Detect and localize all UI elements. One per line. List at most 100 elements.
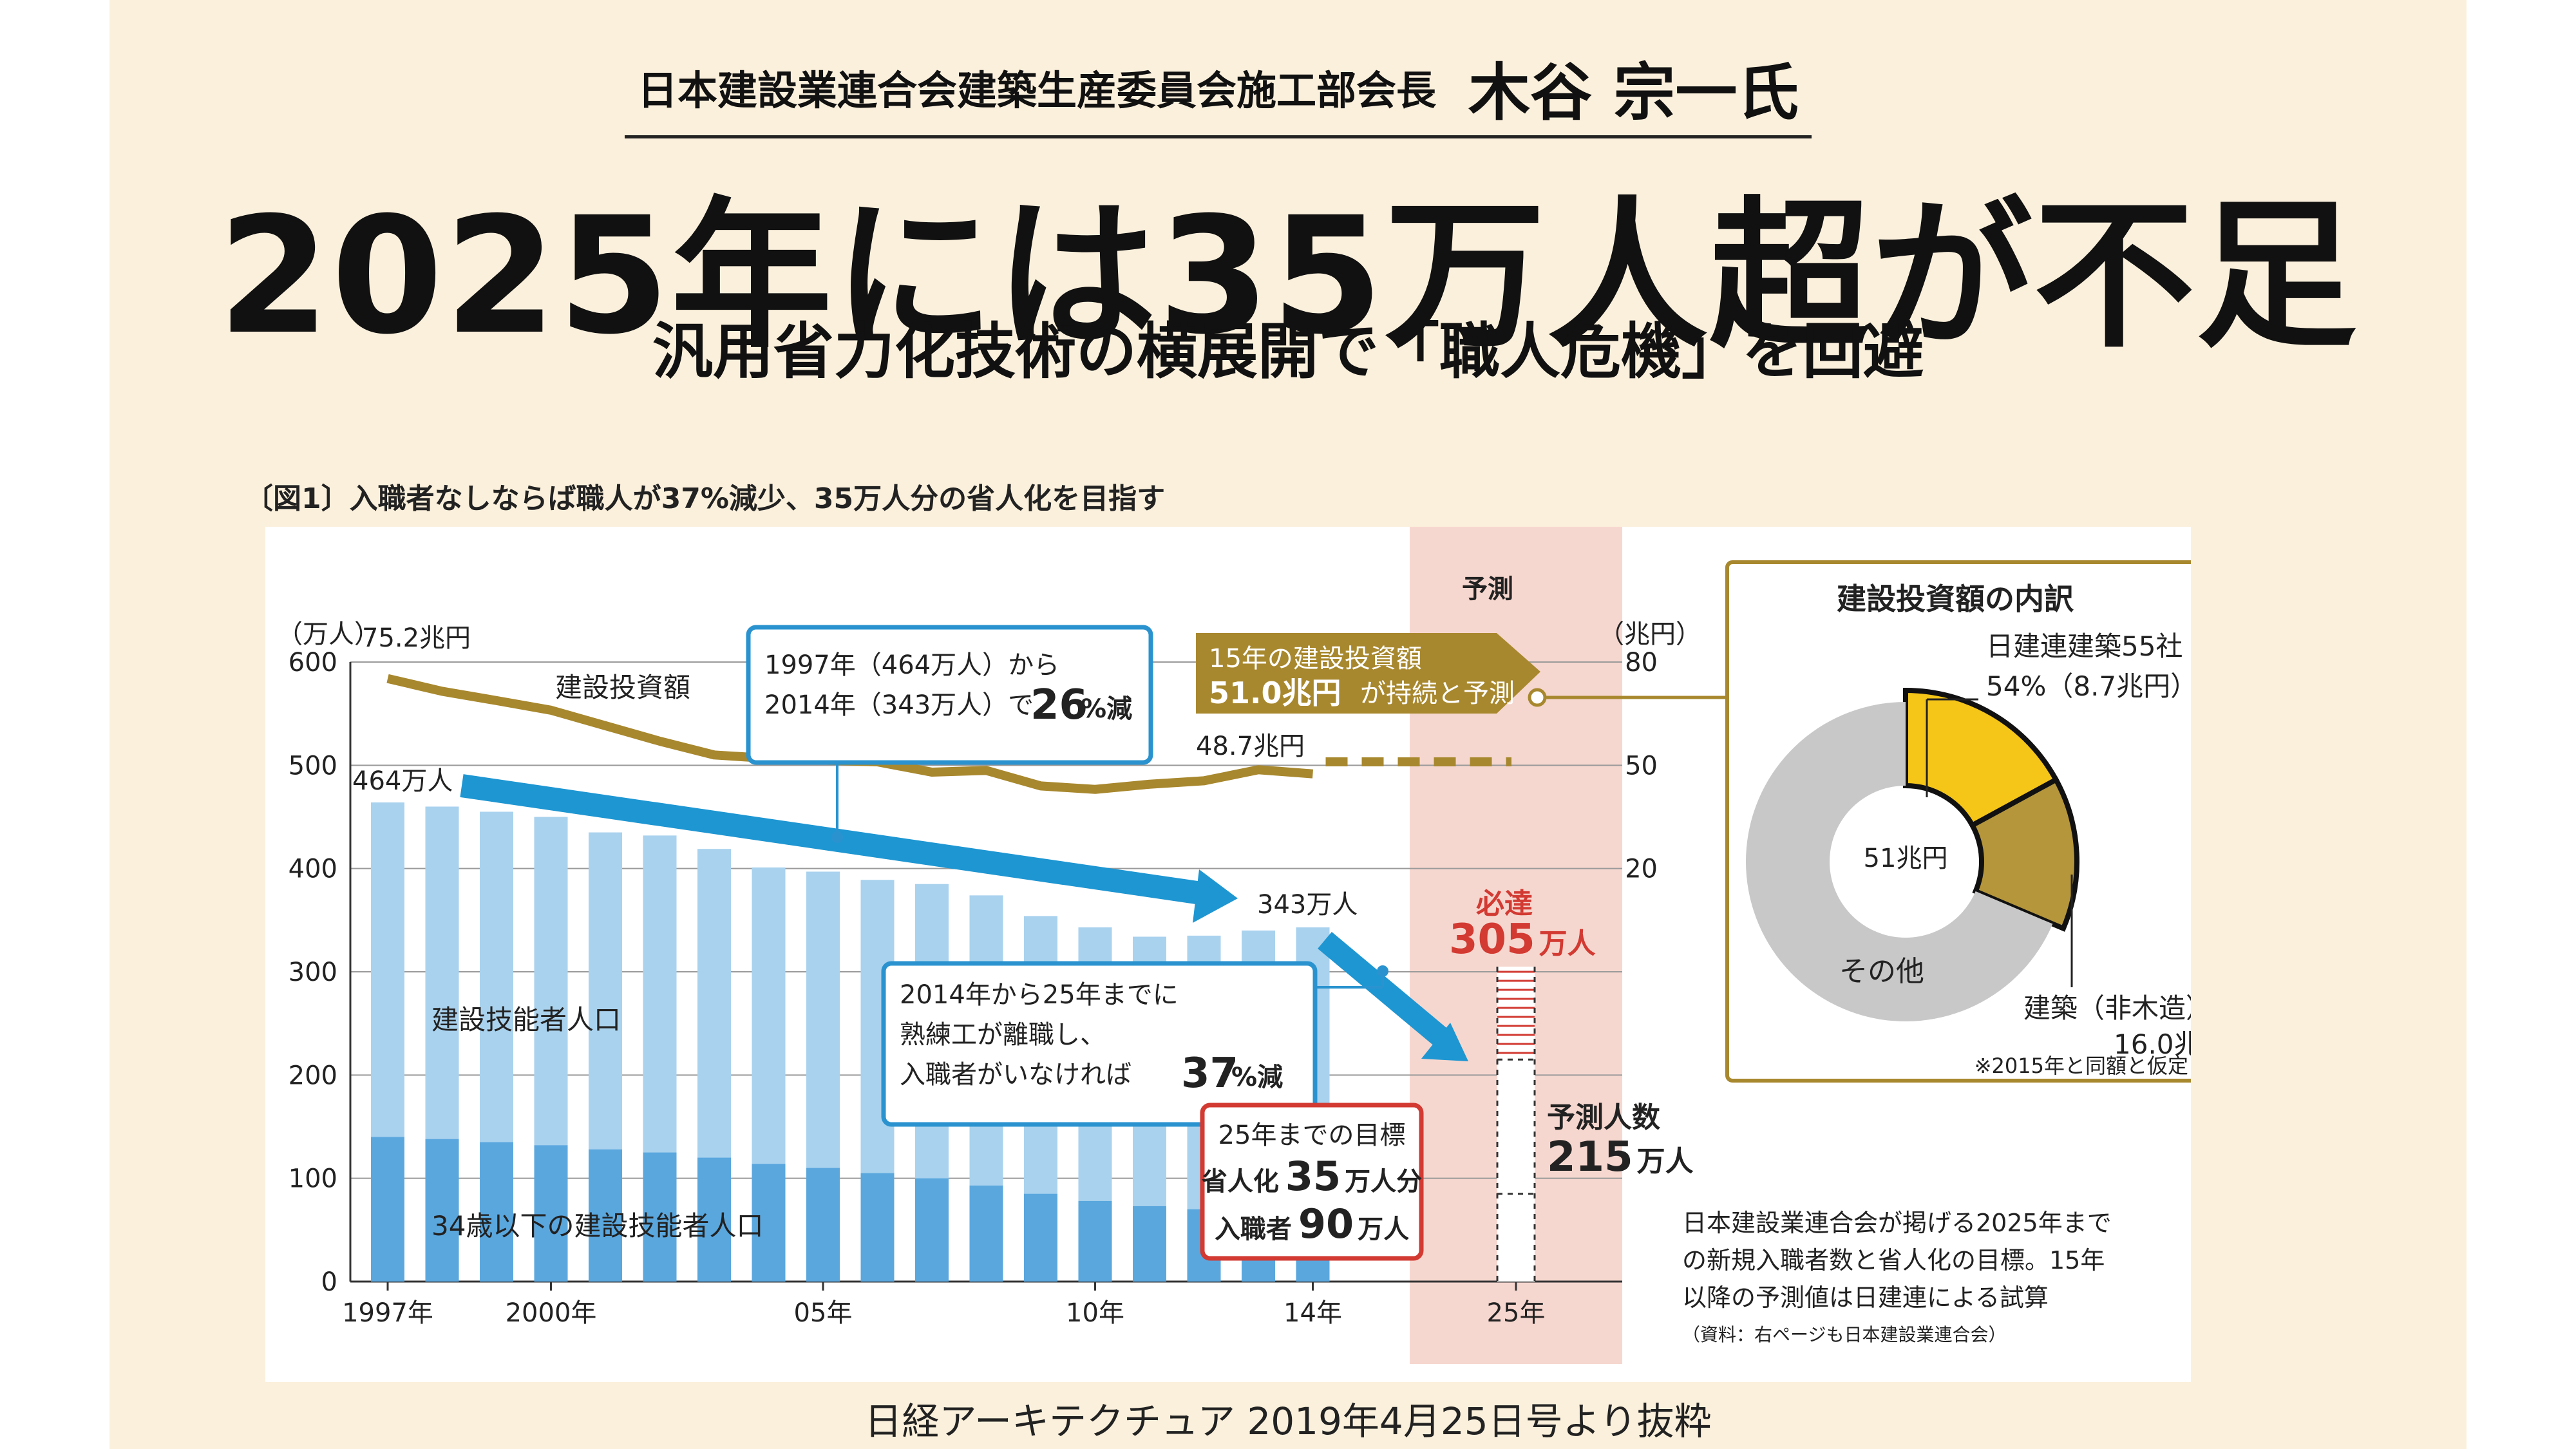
gold-box-suffix: が持続と予測 (1360, 679, 1515, 708)
bar-young-workers (752, 1164, 786, 1282)
donut-slice (1969, 776, 2079, 932)
bar-young-workers (860, 1173, 895, 1282)
bar-young-workers (425, 1139, 459, 1282)
donut-slice (1746, 702, 2053, 1021)
pie-slice-label-nonwood: 建築（非木造） (2023, 992, 2191, 1024)
callout2-percent: 37 (1181, 1050, 1238, 1097)
investment-2013-label: 48.7兆円 (1196, 732, 1305, 761)
callout1-line1: 1997年（464万人）から (764, 650, 1059, 680)
speaker-line: 日本建設業連合会建築生産委員会施工部会長 木谷 宗一氏 (625, 39, 1812, 138)
left-tick-label: 200 (289, 1061, 337, 1090)
x-tick-label: 1997年 (342, 1298, 433, 1328)
note-line3: 以降の予測値は日建連による試算 (1682, 1283, 2049, 1312)
target-row2: 入職者 90 万人 (1215, 1200, 1409, 1247)
callout2-line3: 入職者がいなければ (900, 1060, 1132, 1090)
decline-arrow-2014-2025-head (1421, 1023, 1468, 1061)
left-tick-label: 0 (321, 1267, 337, 1297)
subheadline: 汎用省力化技術の横展開で「職人危機」を回避 (652, 317, 1924, 387)
x-tick-label: 2000年 (506, 1298, 597, 1328)
gold-box-line1: 15年の建設投資額 (1209, 644, 1422, 674)
note-source: （資料：右ページも日本建設業連合会） (1682, 1324, 2007, 1345)
pie-footnote: ※2015年と同額と仮定 (1975, 1054, 2188, 1078)
figure-note: 日本建設業連合会が掲げる2025年まで の新規入職者数と省人化の目標。15年 以… (1682, 1204, 2197, 1354)
right-tick-label: 50 (1625, 751, 1658, 781)
callout1-percent: 26 (1030, 681, 1088, 729)
right-tick-label: 80 (1625, 648, 1658, 677)
callout1-box (746, 625, 1153, 765)
total-workers-series-label: 建設技能者人口 (431, 1004, 621, 1036)
connector-dot (1528, 688, 1547, 707)
forecast-value: 215 万人 (1547, 1133, 1694, 1181)
x-tick-label: 25年 (1487, 1298, 1546, 1328)
donut-slice (1903, 687, 2060, 829)
bar-young-workers (589, 1149, 622, 1282)
bar-young-workers (806, 1168, 840, 1282)
callout1-suffix: %減 (1081, 694, 1132, 724)
pie-title: 建設投資額の内訳 (1837, 582, 2074, 616)
bar-young-workers (1133, 1206, 1166, 1282)
chart-panel: 予測 （万人） （兆円） 600 500 400 300 200 100 0 80 50 20 … (265, 527, 2228, 1382)
left-tick-label: 600 (289, 648, 337, 677)
bar-young-workers (371, 1137, 404, 1282)
figure-title: 〔図1〕入職者なしならば職人が37%減少、35万人分の省人化を目指す (245, 482, 1166, 515)
headline: 2025年には35万人超が不足 (218, 182, 2358, 370)
bar-young-workers (480, 1142, 513, 1282)
young-workers-series-label: 34歳以下の建設技能者人口 (431, 1210, 763, 1242)
investment-series-label: 建設投資額 (555, 672, 690, 703)
speaker-organization: 日本建設業連合会建築生産委員会施工部会長 (638, 67, 1437, 114)
callout2-leader-dot (1377, 965, 1388, 977)
speaker-name: 木谷 宗一氏 (1468, 55, 1799, 129)
left-tick-label: 400 (289, 855, 337, 884)
bar-young-workers (915, 1178, 949, 1282)
x-tick-label: 05年 (794, 1298, 853, 1328)
bar-young-workers (969, 1185, 1003, 1282)
y-axis-right-label: （兆円） (1598, 620, 1701, 649)
bar-young-workers (534, 1145, 568, 1282)
pie-slice-label-other: その他 (1839, 955, 1924, 988)
callout1-line2: 2014年（343万人）で (764, 690, 1034, 720)
required-value: 305 万人 (1449, 916, 1596, 963)
bar-young-workers (1024, 1193, 1057, 1282)
x-tick-labels: 1997年 2000年 05年 10年 14年 25年 (342, 1282, 1545, 1328)
left-ticks: 600 500 400 300 200 100 0 (289, 648, 337, 1297)
x-tick-label: 10年 (1066, 1298, 1124, 1328)
gold-forecast-box (1196, 633, 1540, 714)
bar-young-workers (1078, 1200, 1112, 1282)
donut-chart (1746, 687, 2079, 1021)
workers-start-label: 464万人 (352, 766, 453, 796)
note-line1: 日本建設業連合会が掲げる2025年まで (1682, 1209, 2112, 1237)
left-tick-label: 100 (289, 1164, 337, 1194)
target-title: 25年までの目標 (1218, 1121, 1406, 1150)
callout2-line2: 熟練工が離職し、 (900, 1020, 1106, 1050)
right-tick-label: 20 (1625, 855, 1658, 884)
forecast-band-label: 予測 (1462, 574, 1513, 604)
right-ticks: 80 50 20 (1625, 648, 1658, 884)
investment-start-label: 75.2兆円 (362, 623, 471, 653)
forecast-label: 予測人数 (1547, 1101, 1660, 1134)
pie-slice-value-nikkenren: 54%（8.7兆円） (1986, 670, 2191, 702)
target-box (1200, 1103, 1424, 1261)
decline-arrow-2014-2025 (1318, 931, 1450, 1048)
target-row1: 省人化 35 万人分 (1202, 1153, 1422, 1200)
required-label: 必達 (1476, 887, 1533, 920)
pie-slice-label-nikkenren: 日建連建築55社 (1986, 630, 2183, 662)
callout2-line1: 2014年から25年までに (900, 980, 1179, 1010)
callout2-suffix: %減 (1231, 1063, 1283, 1092)
credit-line: 日経アーキテクチュア 2019年4月25日号より抜粋 (864, 1399, 1712, 1443)
pie-center-label: 51兆円 (1864, 844, 1948, 873)
gold-box-value: 51.0兆円 (1209, 676, 1341, 710)
left-tick-label: 300 (289, 958, 337, 987)
callout2-box (881, 961, 1318, 1127)
bar-young-workers (643, 1152, 677, 1282)
forecast-2025-column (1496, 966, 1536, 1282)
forecast-column-body (1497, 966, 1535, 1282)
bar-young-workers (697, 1157, 731, 1282)
note-line2: の新規入職者数と省人化の目標。15年 (1682, 1246, 2105, 1274)
left-tick-label: 500 (289, 751, 337, 781)
decline-arrow-1997-2014-head (1193, 869, 1238, 923)
workers-end-label: 343万人 (1257, 890, 1358, 920)
callout1-leader-dot (831, 831, 843, 843)
y-axis-left-label: （万人） (277, 620, 380, 649)
x-tick-label: 14年 (1283, 1298, 1342, 1328)
